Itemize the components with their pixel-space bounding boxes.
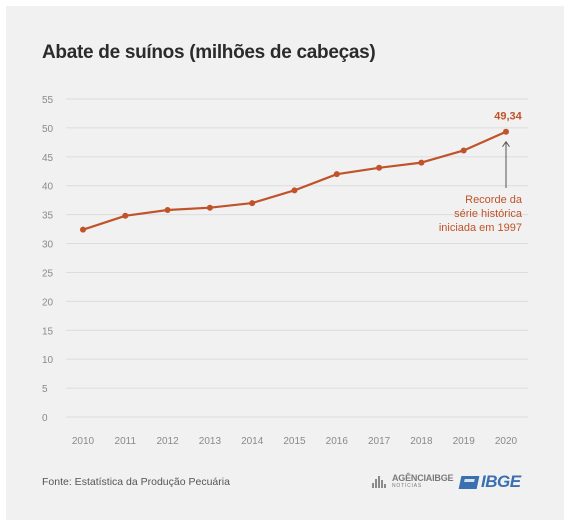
chart-title: Abate de suínos (milhões de cabeças) bbox=[42, 42, 376, 63]
y-tick-label: 40 bbox=[42, 182, 54, 193]
y-tick-label: 55 bbox=[42, 95, 54, 106]
source-note: Fonte: Estatística da Produção Pecuária bbox=[42, 476, 230, 488]
data-point bbox=[80, 226, 86, 233]
y-tick-label: 5 bbox=[42, 384, 48, 395]
ibge-logo: IBGE bbox=[458, 472, 521, 492]
y-tick-label: 30 bbox=[42, 240, 54, 251]
data-point bbox=[376, 164, 383, 171]
y-tick-label: 20 bbox=[42, 297, 54, 308]
x-tick-label: 2010 bbox=[72, 436, 95, 447]
annotation-text: iniciada em 1997 bbox=[439, 222, 522, 234]
x-tick-label: 2013 bbox=[199, 436, 222, 447]
data-point bbox=[249, 200, 256, 207]
y-tick-label: 25 bbox=[42, 268, 54, 279]
ibge-flag-icon bbox=[458, 475, 480, 489]
annotation-group: 49,34 Recorde da série histórica iniciada e… bbox=[439, 111, 523, 234]
x-tick-label: 2011 bbox=[115, 436, 137, 447]
series-group bbox=[80, 128, 509, 233]
data-point bbox=[164, 207, 171, 214]
data-point bbox=[291, 187, 298, 194]
data-point bbox=[503, 128, 509, 135]
agencia-main-text: AGÊNCIAIBGE bbox=[392, 473, 454, 483]
y-tick-label: 15 bbox=[42, 326, 54, 337]
chart-card: Abate de suínos (milhões de cabeças) 0 5 1… bbox=[6, 6, 564, 520]
x-tick-label: 2018 bbox=[410, 436, 433, 447]
y-tick-label: 45 bbox=[42, 153, 54, 164]
y-tick-label: 10 bbox=[42, 355, 54, 366]
annotation-text: série histórica bbox=[454, 208, 523, 220]
arrow-head-icon bbox=[502, 140, 510, 148]
x-tick-label: 2017 bbox=[368, 436, 391, 447]
x-tick-label: 2015 bbox=[283, 436, 306, 447]
data-point bbox=[460, 147, 467, 154]
data-point bbox=[418, 159, 425, 166]
last-value-label: 49,34 bbox=[494, 111, 522, 123]
data-point bbox=[333, 171, 340, 178]
y-tick-label: 35 bbox=[42, 211, 54, 222]
annotation-text: Recorde da bbox=[465, 194, 523, 206]
y-tick-labels: 0 5 10 15 20 25 30 35 40 45 50 55 bbox=[42, 95, 54, 424]
x-tick-label: 2019 bbox=[453, 436, 476, 447]
y-tick-label: 50 bbox=[42, 124, 54, 135]
x-tick-label: 2012 bbox=[156, 436, 179, 447]
agencia-mark-icon bbox=[372, 475, 388, 488]
y-tick-label: 0 bbox=[42, 413, 48, 424]
x-tick-label: 2020 bbox=[495, 436, 518, 447]
ibge-logo-text: IBGE bbox=[481, 472, 521, 491]
agencia-sub-text: NOTÍCIAS bbox=[392, 483, 423, 489]
x-tick-label: 2016 bbox=[326, 436, 349, 447]
grid-lines bbox=[66, 98, 528, 418]
data-point bbox=[122, 212, 129, 219]
x-tick-labels: 2010 2011 2012 2013 2014 2015 2016 2017 2018 2019… bbox=[72, 436, 518, 447]
x-tick-label: 2014 bbox=[241, 436, 264, 447]
data-point bbox=[206, 204, 213, 211]
agencia-ibge-logo: AGÊNCIAIBGE NOTÍCIAS bbox=[372, 473, 454, 489]
